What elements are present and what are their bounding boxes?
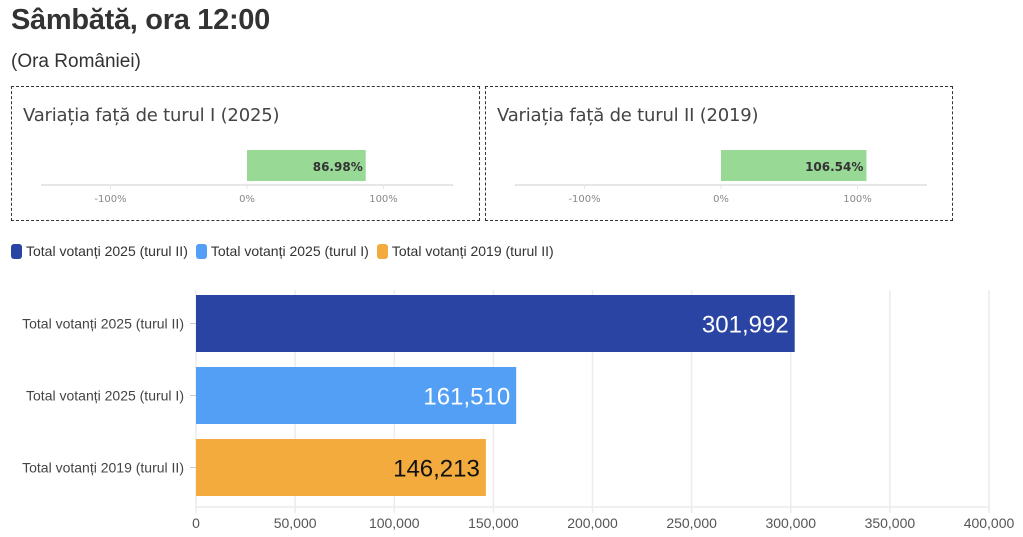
legend-swatch	[11, 243, 22, 259]
bar-value-label: 301,992	[702, 312, 789, 339]
votes-bar-chart: 0 50,000 100,000 150,000 200,000 250,000 300,0…	[22, 290, 1015, 531]
tick-label: -100%	[94, 194, 126, 205]
bar[interactable]	[196, 295, 795, 352]
y-category-label: Total votanți 2019 (turul II)	[22, 460, 184, 476]
x-tick-label: 150,000	[468, 515, 519, 531]
legend-item-2025-round2[interactable]: Total votanți 2025 (turul II)	[11, 243, 188, 259]
x-tick-label: 0	[192, 515, 200, 531]
legend-swatch	[376, 243, 388, 259]
tick-label: 100%	[369, 194, 398, 205]
bar-value-label: 146,213	[393, 456, 480, 483]
page-subtitle: (Ora României)	[11, 51, 141, 72]
variation-chart: -100% 0% 100% 86.98%	[41, 150, 453, 205]
page-title: Sâmbătă, ora 12:00	[11, 4, 270, 36]
x-tick-label: 350,000	[865, 515, 916, 531]
bar[interactable]	[196, 367, 517, 424]
legend-item-2019-round2[interactable]: Total votanți 2019 (turul II)	[376, 243, 554, 259]
x-tick-label: 50,000	[274, 515, 317, 531]
y-category-label: Total votanți 2025 (turul II)	[22, 316, 184, 332]
chart-legend: Total votanți 2025 (turul II) Total vota…	[11, 243, 554, 259]
legend-label: Total votanți 2025 (turul II)	[26, 243, 188, 259]
x-tick-label: 300,000	[765, 515, 816, 531]
x-tick-label: 200,000	[567, 515, 618, 531]
variation-panel-title: Variația față de turul II (2019)	[497, 105, 759, 126]
tick-label: -100%	[568, 194, 600, 205]
variation-chart: -100% 0% 100% 106.54%	[515, 150, 927, 205]
legend-item-2025-round1[interactable]: Total votanți 2025 (turul I)	[195, 243, 369, 259]
legend-label: Total votanți 2025 (turul I)	[210, 243, 369, 259]
y-category-label: Total votanți 2025 (turul I)	[26, 388, 184, 404]
tick-label: 0%	[713, 194, 729, 205]
tick-label: 100%	[843, 194, 872, 205]
variation-bar	[721, 150, 867, 181]
legend-swatch	[195, 243, 207, 259]
variation-bar	[247, 150, 366, 181]
variation-value-label: 86.98%	[313, 160, 363, 174]
variation-panel-round1: Variația față de turul I (2025) -100% 0% 1…	[11, 86, 480, 221]
bar-value-label: 161,510	[423, 384, 510, 411]
x-tick-label: 400,000	[964, 515, 1015, 531]
variation-panel-title: Variația față de turul I (2025)	[23, 105, 280, 126]
x-tick-label: 100,000	[369, 515, 420, 531]
tick-label: 0%	[239, 194, 255, 205]
x-tick-label: 250,000	[666, 515, 717, 531]
variation-value-label: 106.54%	[805, 160, 863, 174]
bar[interactable]	[196, 439, 486, 496]
variation-panel-round2-2019: Variația față de turul II (2019) -100% 0%…	[485, 86, 953, 221]
legend-label: Total votanți 2019 (turul II)	[391, 243, 554, 259]
